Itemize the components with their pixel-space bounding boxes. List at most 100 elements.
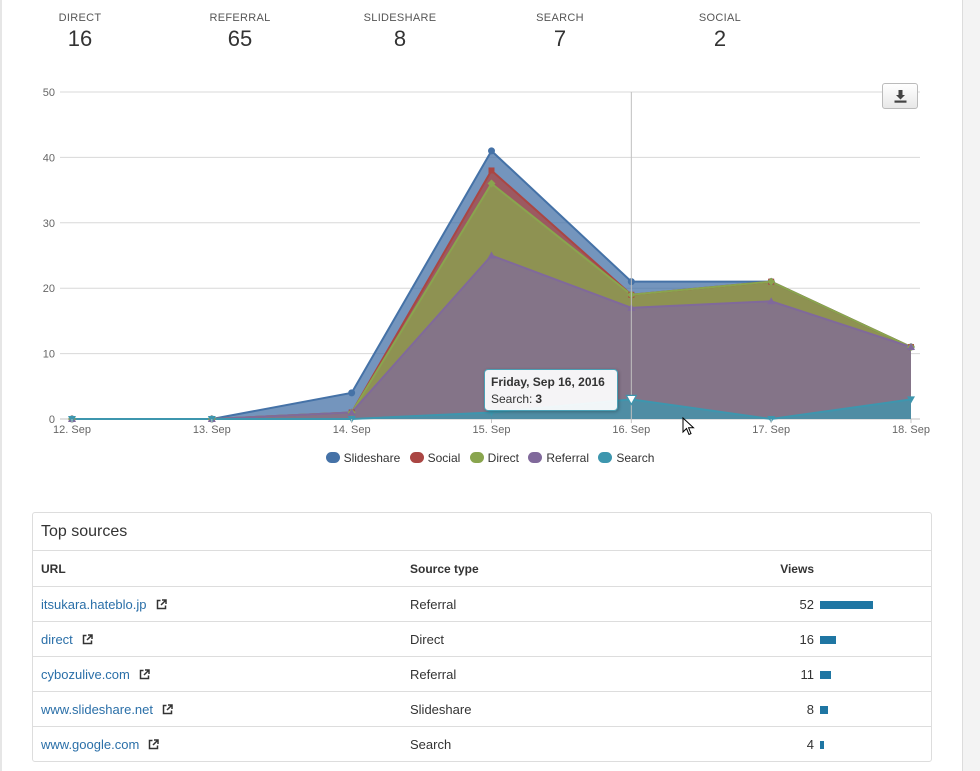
data-point-direct[interactable] <box>487 179 496 188</box>
external-link-icon[interactable] <box>156 598 167 610</box>
views-bar <box>820 670 831 679</box>
stat-label: REFERRAL <box>209 12 271 24</box>
url-cell: itsukara.hateblo.jp <box>33 586 394 622</box>
stat-value: 16 <box>67 26 93 51</box>
stat-slideshare: SLIDESHARE 8 <box>340 12 460 52</box>
chart-crosshair <box>625 92 638 419</box>
legend-swatch <box>325 452 340 463</box>
url-cell: www.slideshare.net <box>33 691 394 727</box>
views-header-label: Views <box>780 561 814 576</box>
views-bar <box>820 635 836 644</box>
views-count: 52 <box>799 596 814 612</box>
data-point-social[interactable] <box>488 167 495 174</box>
x-tick-label: 13. Sep <box>193 424 231 436</box>
column-header-url[interactable]: URL <box>33 551 394 587</box>
x-tick-label: 18. Sep <box>892 424 930 436</box>
external-link-icon[interactable] <box>82 633 93 645</box>
data-point-referral[interactable] <box>347 408 356 416</box>
legend-label: Search <box>616 451 655 465</box>
url-cell: direct <box>33 621 394 657</box>
data-point-slideshare[interactable] <box>488 147 495 155</box>
legend-label: Social <box>427 451 461 465</box>
legend-label: Direct <box>487 451 519 465</box>
views-bar <box>820 740 824 749</box>
legend-label: Referral <box>546 451 590 465</box>
data-point-search[interactable] <box>487 409 496 417</box>
legend-item-direct[interactable]: Direct <box>469 451 519 465</box>
tooltip-series-name: Search: <box>491 392 533 406</box>
y-tick-label: 10 <box>43 349 55 361</box>
source-type-cell: Referral <box>394 586 718 622</box>
data-point-slideshare[interactable] <box>348 389 356 397</box>
x-tick-label: 17. Sep <box>752 424 790 436</box>
chart-axes: 0 10 20 30 40 50 12. Sep 13. Sep 14. Sep 15. Sep 1… <box>43 87 930 436</box>
table-row: itsukara.hateblo.jp Referral 52 <box>33 586 931 622</box>
page-scrollbar[interactable] <box>962 0 980 771</box>
stat-label: SOCIAL <box>698 12 742 24</box>
url-cell: cybozulive.com <box>33 656 394 692</box>
download-chart-button[interactable] <box>882 83 918 109</box>
column-header-source-type[interactable]: Source type <box>394 551 718 587</box>
x-tick-label: 12. Sep <box>53 424 91 436</box>
url-cell: www.google.com <box>33 727 394 762</box>
data-point-referral[interactable] <box>767 297 776 305</box>
source-type-cell: Slideshare <box>394 691 718 727</box>
source-url-link[interactable]: itsukara.hateblo.jp <box>41 596 147 612</box>
area-referral[interactable] <box>72 255 911 420</box>
y-tick-label: 50 <box>43 87 55 99</box>
legend-swatch <box>598 452 613 463</box>
tooltip-date: Friday, Sep 16, 2016 <box>491 375 605 389</box>
y-tick-label: 20 <box>43 283 55 295</box>
source-url-link[interactable]: www.google.com <box>41 736 140 752</box>
source-url-link[interactable]: www.slideshare.net <box>41 701 153 717</box>
stat-label: SLIDESHARE <box>363 12 437 24</box>
table-row: direct Direct 16 <box>33 621 931 657</box>
legend-swatch <box>469 452 484 463</box>
hover-marker <box>625 394 638 406</box>
data-point-search[interactable] <box>907 396 915 404</box>
legend-label: Slideshare <box>343 451 401 465</box>
views-count: 11 <box>800 666 815 682</box>
views-bar <box>820 600 873 609</box>
external-link-icon[interactable] <box>162 703 173 715</box>
panel-title: Top sources <box>33 513 931 551</box>
top-sources-panel: Top sources URL Source type Views itsuka… <box>32 512 932 762</box>
legend-item-slideshare[interactable]: Slideshare <box>325 451 401 465</box>
source-type-cell: Direct <box>394 621 718 657</box>
views-cell: 8 <box>718 691 931 727</box>
table-row: www.slideshare.net Slideshare 8 <box>33 691 931 727</box>
views-bar <box>820 705 828 714</box>
table-body: itsukara.hateblo.jp Referral 52 direct D… <box>33 586 931 762</box>
page-left-border <box>0 0 2 771</box>
traffic-area-chart[interactable]: 0 10 20 30 40 50 12. Sep 13. Sep 14. Sep 15. Sep 1… <box>0 0 962 445</box>
source-type-cell: Search <box>410 736 452 752</box>
source-url-link[interactable]: cybozulive.com <box>41 666 130 682</box>
stat-social: SOCIAL 2 <box>660 12 780 52</box>
table-header-row: URL Source type Views <box>33 551 931 587</box>
y-tick-label: 40 <box>43 152 55 164</box>
data-point-direct[interactable] <box>767 277 776 286</box>
data-point-referral[interactable] <box>487 251 496 259</box>
external-link-icon[interactable] <box>139 668 150 680</box>
mouse-cursor-icon <box>682 417 695 436</box>
column-header-views[interactable]: Views <box>718 551 931 587</box>
data-point-referral[interactable] <box>907 343 915 351</box>
legend-item-referral[interactable]: Referral <box>528 451 589 465</box>
source-url-link[interactable]: direct <box>41 631 73 647</box>
legend-swatch <box>409 452 424 463</box>
x-tick-label: 14. Sep <box>333 424 371 436</box>
stat-value: 8 <box>393 26 407 51</box>
views-cell: 11 <box>718 656 931 692</box>
area-search[interactable] <box>72 399 911 419</box>
tooltip-row: Search: 3 <box>491 392 611 406</box>
y-tick-label: 0 <box>49 414 55 426</box>
chart-areas[interactable] <box>72 150 911 420</box>
stat-label: DIRECT <box>58 12 102 24</box>
stat-label: SEARCH <box>536 12 584 24</box>
views-cell: 4 <box>718 727 931 762</box>
x-tick-label: 15. Sep <box>473 424 511 436</box>
legend-item-social[interactable]: Social <box>409 451 461 465</box>
external-link-icon[interactable] <box>148 738 160 750</box>
stat-referral: REFERRAL 65 <box>180 12 300 52</box>
legend-item-search[interactable]: Search <box>598 451 654 465</box>
